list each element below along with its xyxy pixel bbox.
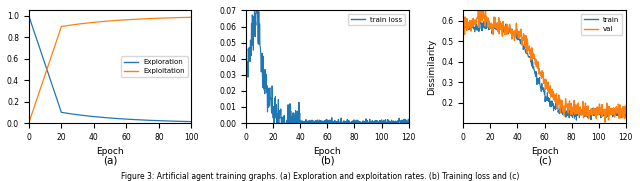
Legend: train, val: train, val (581, 14, 622, 35)
Title: (b): (b) (320, 155, 335, 165)
Text: Figure 3: Artificial agent training graphs. (a) Exploration and exploitation rat: Figure 3: Artificial agent training grap… (121, 172, 519, 181)
Legend: train loss: train loss (348, 14, 405, 26)
Title: (a): (a) (103, 155, 117, 165)
Y-axis label: Dissimilarity: Dissimilarity (427, 39, 436, 95)
Title: (c): (c) (538, 155, 552, 165)
X-axis label: Epoch: Epoch (314, 147, 341, 156)
X-axis label: Epoch: Epoch (96, 147, 124, 156)
Legend: Exploration, Exploitation: Exploration, Exploitation (121, 56, 188, 77)
X-axis label: Epoch: Epoch (531, 147, 559, 156)
